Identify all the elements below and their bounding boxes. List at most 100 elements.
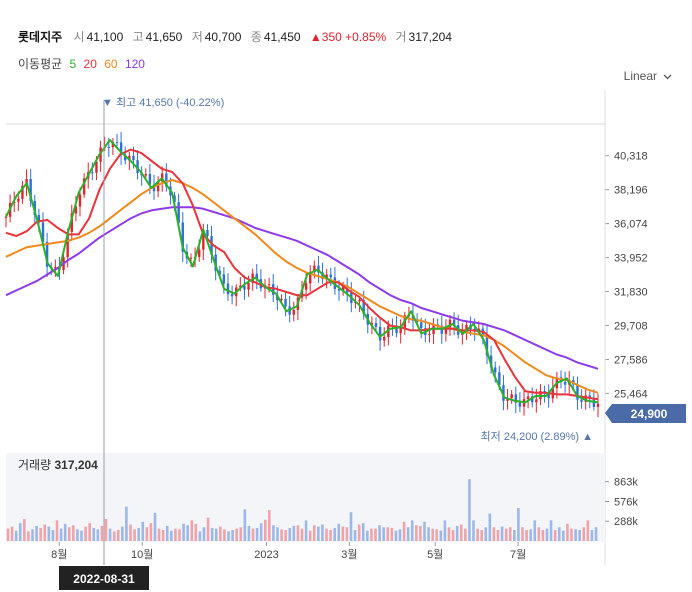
volume-bar (51, 530, 55, 541)
volume-bar (231, 530, 234, 541)
volume-bar (18, 523, 22, 541)
volume-bar (63, 523, 67, 541)
volume-bar (88, 523, 91, 541)
volume-tick-label: 576k (614, 496, 638, 508)
price-tick-label: 36,074 (614, 219, 648, 231)
volume-bar (525, 530, 528, 541)
volume-bar (406, 527, 410, 541)
volume-bar (190, 520, 194, 541)
volume-bar (35, 525, 38, 541)
price-tick-label: 40,318 (614, 151, 648, 163)
volume-bar (410, 520, 414, 541)
candle-body (444, 328, 448, 334)
volume-bar (423, 521, 426, 541)
candle-body (128, 155, 131, 161)
candle-body (21, 185, 24, 199)
volume-bar (529, 529, 532, 541)
volume-bar (288, 527, 292, 541)
volume-bar (112, 531, 116, 541)
high-label: 고 (132, 30, 144, 44)
volume-bar (223, 529, 226, 541)
volume-bar (198, 531, 202, 541)
volume-bar (578, 530, 581, 541)
volume-title-value: 317,204 (54, 458, 98, 472)
candle-body (313, 265, 316, 273)
candle-body (132, 155, 135, 161)
volume-bar (594, 527, 598, 541)
candle-body (54, 267, 57, 269)
volume-bar (488, 513, 492, 541)
candle-body (156, 181, 160, 192)
volume-bar (476, 528, 479, 541)
volume-bar (141, 521, 145, 541)
candle-body (477, 328, 480, 331)
price-change: ▲350 +0.85% (309, 30, 387, 44)
candle-body (341, 285, 345, 291)
volume-bar (325, 528, 328, 541)
candle-body (531, 396, 534, 403)
candle-body (243, 285, 246, 290)
volume-bar (312, 525, 316, 541)
volume-bar (76, 529, 79, 541)
volume-bar (435, 529, 439, 541)
volume-bar (545, 528, 549, 541)
volume-bar (459, 524, 463, 541)
candle-body (584, 395, 587, 402)
candle-body (510, 394, 513, 399)
volume-bar (361, 523, 365, 541)
candle-body (292, 309, 295, 315)
price-axis: 40,318 38,196 36,074 33,952 31,830 29,708 27,5… (604, 90, 648, 565)
candle-body (119, 142, 123, 155)
candle-body (247, 283, 250, 290)
time-tick-label: 8월 (51, 548, 67, 561)
volume-bar (227, 531, 230, 541)
time-axis: 8월 10월 2023 3월 5월 7월 (51, 542, 526, 561)
candle-body (329, 274, 332, 278)
close-label: 종 (250, 30, 262, 44)
volume-bar (108, 528, 112, 541)
candle-body (206, 230, 209, 237)
scale-selector-label: Linear (623, 69, 657, 83)
volume-bar (586, 520, 590, 541)
candle-body (222, 274, 226, 284)
low-label: 저 (191, 30, 203, 44)
candle-body (415, 320, 419, 323)
candle-body (526, 396, 530, 400)
candle-body (230, 294, 234, 297)
volume-bar (464, 528, 467, 541)
stock-header: 롯데지주 시 41,100 고 41,650 저 40,700 종 41,450 ▲35… (18, 28, 458, 45)
volume-bar (431, 528, 434, 541)
volume-bar (259, 523, 263, 541)
ma-60-legend[interactable]: 60 (104, 57, 118, 71)
candles (4, 132, 600, 418)
volume-bar (349, 512, 353, 541)
volume-bar (161, 530, 165, 541)
volume-bar (247, 525, 251, 541)
scale-selector[interactable]: Linear (624, 69, 672, 83)
close-price: 41,450 (263, 30, 301, 44)
volume-bar (549, 520, 553, 541)
volume-bar (566, 523, 569, 541)
high-price: 41,650 (145, 30, 183, 44)
volume-bar (455, 525, 459, 541)
ma-5-legend[interactable]: 5 (69, 57, 77, 71)
candle-body (300, 289, 304, 298)
volume-bars (6, 479, 598, 541)
volume-bar (415, 525, 418, 541)
volume-bar (182, 523, 185, 541)
candle-body (107, 146, 110, 148)
ma-120-legend[interactable]: 120 (124, 57, 145, 71)
volume-bar (137, 527, 140, 541)
price-tick-label: 33,952 (614, 253, 648, 265)
volume-bar (366, 530, 369, 541)
candle-body (78, 194, 82, 207)
volume-bar (570, 528, 573, 541)
volume-bar (394, 530, 398, 541)
candle-body (189, 257, 193, 259)
candle-body (395, 326, 398, 334)
ma-20-legend[interactable]: 20 (83, 57, 97, 71)
volume-bar (96, 529, 100, 541)
moving-average-lines (5, 139, 599, 404)
volume-bar (116, 530, 120, 541)
